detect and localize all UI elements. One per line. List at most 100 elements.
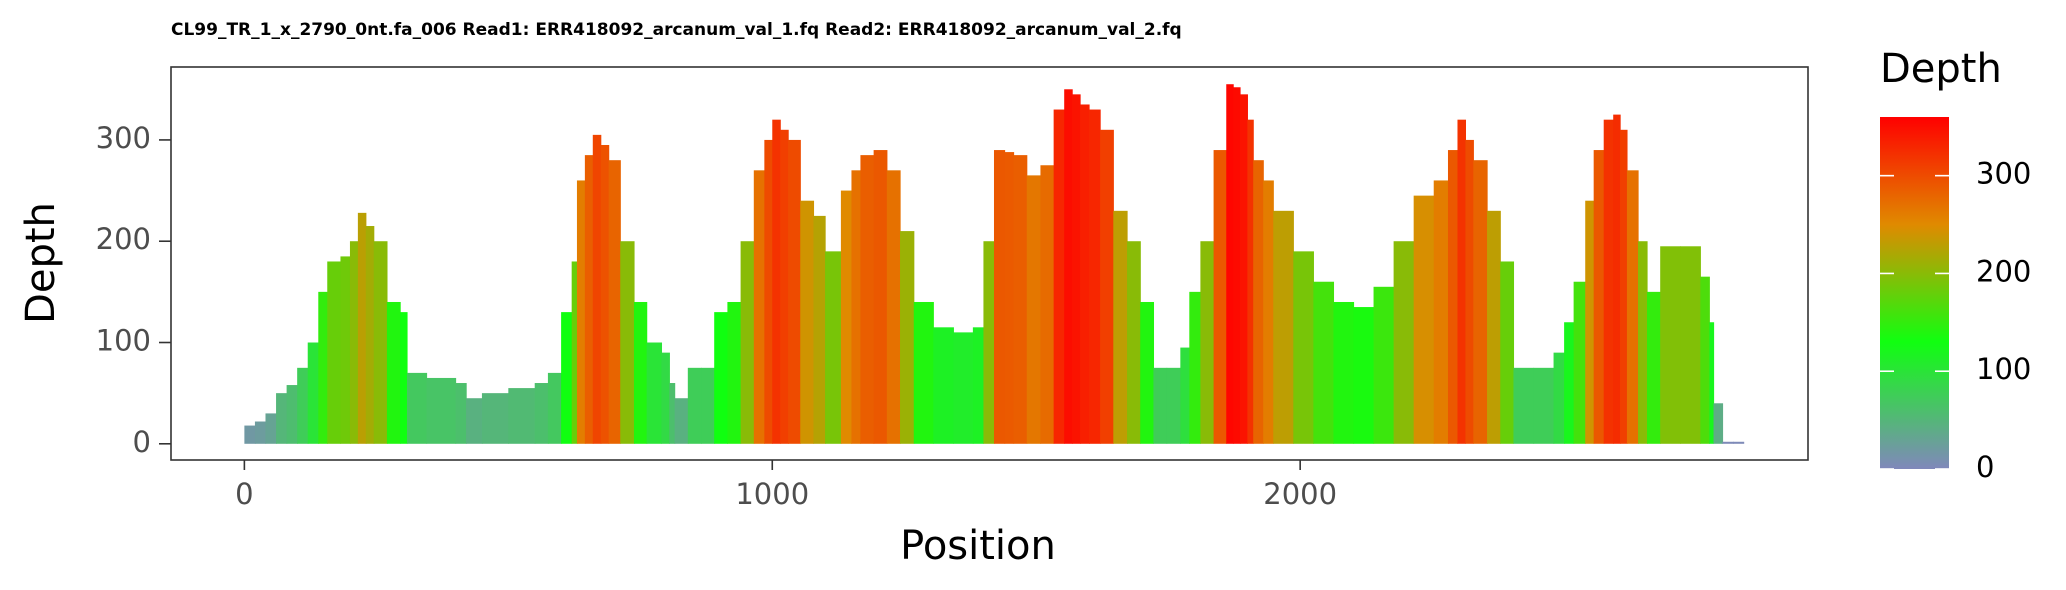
colorbar-label: 200	[1976, 254, 2031, 288]
chart-title: CL99_TR_1_x_2790_0nt.fa_006 Read1: ERR41…	[171, 20, 1182, 40]
depth-bar	[1072, 94, 1081, 444]
depth-bar	[1247, 119, 1254, 444]
depth-bar	[1447, 150, 1459, 444]
depth-bar	[1180, 347, 1190, 444]
depth-bar	[873, 150, 888, 444]
depth-bar	[1239, 94, 1248, 444]
depth-bar	[608, 160, 621, 444]
depth-bar	[1113, 210, 1128, 444]
depth-bar	[1660, 246, 1681, 444]
depth-bar	[1226, 84, 1234, 444]
depth-bar	[1433, 180, 1449, 444]
y-axis-title: Depth	[18, 202, 64, 324]
depth-bar	[1253, 160, 1264, 444]
depth-bar	[860, 155, 875, 444]
depth-bar	[972, 327, 985, 444]
depth-bar	[455, 383, 467, 444]
depth-bar	[1100, 129, 1114, 444]
y-tick-label: 200	[96, 222, 151, 256]
depth-bar	[1153, 367, 1168, 444]
depth-bar	[254, 421, 267, 444]
depth-bar	[813, 215, 826, 444]
depth-bar	[1293, 251, 1314, 444]
depth-bar	[687, 367, 702, 444]
depth-bar	[1013, 155, 1028, 444]
depth-bar	[297, 367, 309, 444]
depth-bar	[1680, 246, 1701, 444]
depth-bar	[584, 155, 594, 444]
depth-bar	[1613, 114, 1621, 444]
depth-bar	[1089, 109, 1101, 444]
depth-bar	[900, 231, 915, 444]
depth-bar	[286, 385, 298, 444]
depth-bar	[561, 312, 573, 444]
depth-bar	[1413, 195, 1435, 444]
depth-bar	[1393, 241, 1415, 444]
depth-bar	[740, 241, 755, 444]
depth-bar	[1080, 104, 1090, 444]
depth-bar	[764, 139, 773, 444]
depth-bar	[1465, 139, 1474, 444]
depth-bar	[466, 398, 483, 444]
depth-bar	[633, 301, 648, 444]
depth-bar	[1127, 241, 1141, 444]
depth-bar	[1263, 180, 1274, 444]
depth-bar	[851, 170, 862, 444]
depth-bar	[1473, 160, 1488, 444]
depth-bar	[1709, 322, 1715, 444]
depth-bar	[1026, 175, 1042, 444]
depth-bar	[1457, 119, 1466, 444]
depth-bar	[669, 383, 676, 444]
panel-border	[170, 66, 1809, 461]
x-axis-title: Position	[900, 523, 1056, 569]
depth-bar	[1513, 367, 1535, 444]
y-tick-label: 100	[96, 324, 151, 358]
depth-bar	[508, 388, 536, 444]
depth-bar	[1040, 165, 1055, 444]
depth-bar	[1373, 286, 1395, 444]
depth-bar	[1620, 129, 1628, 444]
depth-bar	[661, 352, 670, 444]
depth-bar	[1638, 241, 1648, 444]
depth-bar	[1564, 322, 1575, 444]
y-tick-label: 0	[133, 425, 151, 459]
depth-bar	[1313, 281, 1335, 444]
depth-bar	[753, 170, 765, 444]
depth-bar	[600, 144, 610, 444]
depth-bar	[1713, 403, 1724, 444]
depth-bar	[886, 170, 901, 444]
depth-bar	[481, 393, 509, 444]
depth-bar	[1213, 150, 1227, 444]
depth-bar	[386, 301, 401, 444]
x-tick-label: 2000	[1263, 477, 1337, 511]
depth-bar	[400, 312, 408, 444]
colorbar-label: 300	[1976, 157, 2031, 191]
x-tick-label: 1000	[735, 477, 809, 511]
depth-bar	[265, 413, 277, 444]
depth-bar	[1646, 291, 1661, 444]
depth-bar	[788, 139, 801, 444]
depth-bar	[534, 383, 549, 444]
depth-bar	[1189, 291, 1201, 444]
depth-bar	[646, 342, 663, 444]
colorbar-label: 100	[1976, 352, 2031, 386]
depth-bar	[1487, 210, 1501, 444]
depth-bar	[373, 241, 388, 444]
depth-bar	[1273, 210, 1294, 444]
depth-bar	[349, 241, 359, 444]
depth-bar	[576, 180, 586, 444]
depth-bar	[426, 377, 457, 444]
depth-bar	[701, 367, 715, 444]
depth-bar	[674, 398, 689, 444]
depth-bar	[327, 261, 342, 444]
depth-bar	[340, 256, 351, 444]
depth-bar	[357, 212, 367, 444]
depth-bar	[1722, 441, 1734, 444]
depth-bar	[571, 261, 578, 444]
depth-bar	[933, 327, 954, 444]
depth-bar	[307, 342, 319, 444]
depth-bar	[840, 190, 853, 444]
depth-bar	[714, 312, 729, 444]
x-tick-label: 0	[235, 477, 253, 511]
